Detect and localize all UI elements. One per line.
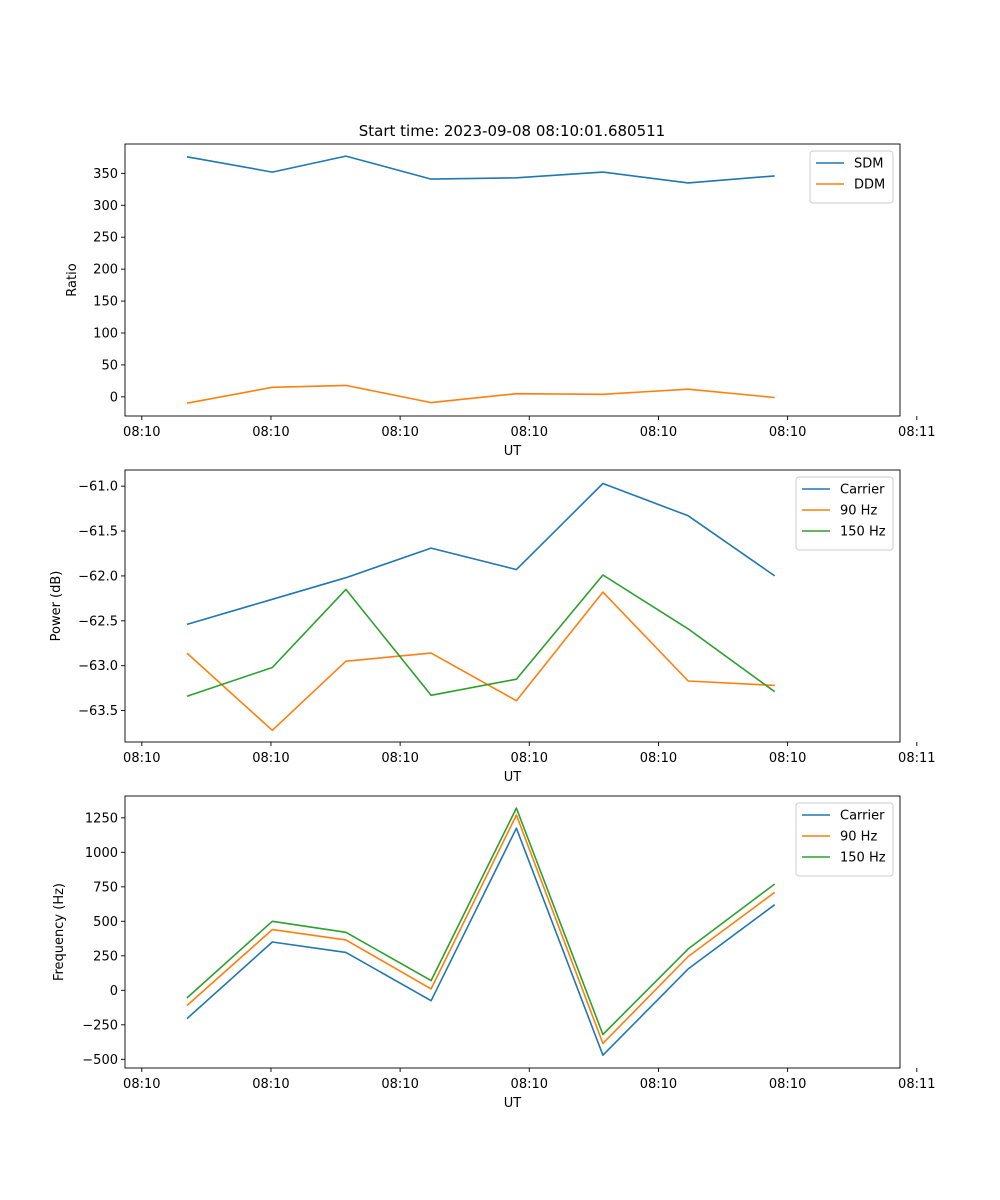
series-line-ddm bbox=[186, 384, 775, 404]
y-tick-label: −63.5 bbox=[78, 704, 118, 719]
x-tick-label: 08:10 bbox=[640, 1077, 677, 1092]
legend-label: DDM bbox=[854, 178, 885, 193]
x-axis-label: UT bbox=[504, 1096, 522, 1111]
y-tick-label: −61.0 bbox=[78, 480, 118, 495]
x-tick-label: 08:10 bbox=[769, 425, 806, 440]
axes-frame bbox=[124, 795, 901, 1069]
panel-2: 08:10 08:10 08:10 08:10 08:10 08:10 08:11 −61.0… bbox=[49, 469, 936, 785]
x-tick-label: 08:10 bbox=[769, 1077, 806, 1092]
x-tick-label: 08:10 bbox=[511, 1077, 548, 1092]
legend-label: 90 Hz bbox=[840, 830, 877, 845]
panel-3: 08:10 08:10 08:10 08:10 08:10 08:10 08:11 −500 −… bbox=[52, 795, 936, 1111]
x-tick-label: 08:10 bbox=[769, 751, 806, 766]
panels: 08:10 08:10 08:10 08:10 08:10 08:10 08:11 0 50 10… bbox=[49, 143, 936, 1111]
axes-frame bbox=[124, 469, 901, 743]
y-tick-label: 250 bbox=[93, 949, 118, 964]
y-tick-label: 50 bbox=[101, 358, 118, 373]
y-tick-label: 1250 bbox=[85, 811, 118, 826]
x-tick-label: 08:10 bbox=[381, 1077, 418, 1092]
x-axis-label: UT bbox=[504, 444, 522, 459]
y-tick-label: 150 bbox=[93, 295, 118, 310]
series-line-carrier bbox=[186, 482, 776, 626]
legend-label: 150 Hz bbox=[840, 525, 886, 540]
x-tick-label: 08:10 bbox=[252, 1077, 289, 1092]
y-tick-label: −61.5 bbox=[78, 525, 118, 540]
x-tick-label: 08:10 bbox=[511, 425, 548, 440]
x-tick-label: 08:10 bbox=[511, 751, 548, 766]
y-tick-label: −62.5 bbox=[78, 614, 118, 629]
legend-label: Carrier bbox=[840, 483, 885, 498]
x-tick-label: 08:11 bbox=[898, 425, 935, 440]
legend-label: Carrier bbox=[840, 809, 885, 824]
x-tick-label: 08:10 bbox=[640, 751, 677, 766]
x-tick-label: 08:10 bbox=[123, 1077, 160, 1092]
legend: SDM DDM bbox=[809, 150, 894, 204]
x-tick-label: 08:10 bbox=[640, 425, 677, 440]
legend: Carrier 90 Hz 150 Hz bbox=[795, 802, 894, 877]
series-line-carrier bbox=[186, 827, 776, 1056]
x-tick-label: 08:10 bbox=[381, 751, 418, 766]
y-tick-label: 100 bbox=[93, 326, 118, 341]
y-tick-label: 300 bbox=[93, 199, 118, 214]
series-line-150-hz bbox=[186, 574, 776, 697]
panel-1: 08:10 08:10 08:10 08:10 08:10 08:10 08:11 0 50 10… bbox=[65, 143, 936, 459]
x-tick-label: 08:10 bbox=[252, 751, 289, 766]
series-line-sdm bbox=[186, 155, 775, 184]
y-tick-label: 500 bbox=[93, 915, 118, 930]
legend-label: 150 Hz bbox=[840, 851, 886, 866]
series-line-90-hz bbox=[186, 591, 775, 732]
axes-frame bbox=[124, 143, 901, 417]
y-tick-label: 0 bbox=[110, 390, 118, 405]
series-line-90-hz bbox=[186, 814, 776, 1045]
figure-title: Start time: 2023-09-08 08:10:01.680511 bbox=[359, 122, 665, 140]
series-line-150-hz bbox=[186, 807, 776, 1036]
legend-label: 90 Hz bbox=[840, 504, 877, 519]
legend-box bbox=[809, 150, 894, 204]
x-tick-label: 08:10 bbox=[381, 425, 418, 440]
y-axis-label: Power (dB) bbox=[49, 571, 64, 642]
y-axis-label: Frequency (Hz) bbox=[52, 883, 67, 981]
y-tick-label: 0 bbox=[110, 984, 118, 999]
y-tick-label: −63.0 bbox=[78, 659, 118, 674]
x-tick-label: 08:10 bbox=[252, 425, 289, 440]
y-tick-label: −62.0 bbox=[78, 569, 118, 584]
legend: Carrier 90 Hz 150 Hz bbox=[795, 476, 894, 551]
x-tick-label: 08:11 bbox=[898, 751, 935, 766]
y-tick-label: 200 bbox=[93, 263, 118, 278]
y-tick-label: −500 bbox=[82, 1053, 118, 1068]
x-axis-label: UT bbox=[504, 770, 522, 785]
y-tick-label: 350 bbox=[93, 167, 118, 182]
y-tick-label: 250 bbox=[93, 231, 118, 246]
y-axis-label: Ratio bbox=[65, 263, 80, 296]
x-tick-label: 08:11 bbox=[898, 1077, 935, 1092]
legend-label: SDM bbox=[854, 157, 883, 172]
y-tick-label: −250 bbox=[82, 1018, 118, 1033]
y-tick-label: 750 bbox=[93, 880, 118, 895]
x-tick-label: 08:10 bbox=[123, 751, 160, 766]
y-tick-label: 1000 bbox=[85, 846, 118, 861]
x-tick-label: 08:10 bbox=[123, 425, 160, 440]
